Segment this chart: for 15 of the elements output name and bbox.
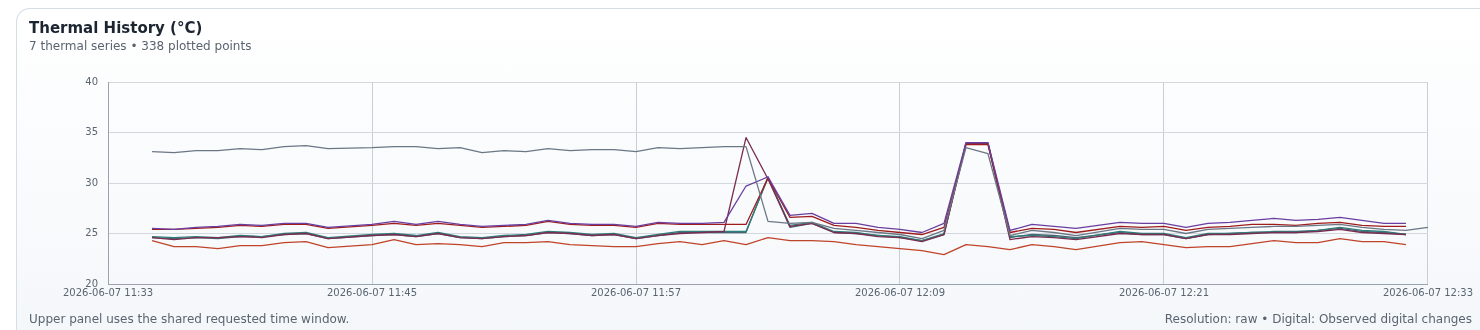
x-tick-label: 2026-06-07 12:21 [1118, 286, 1210, 298]
y-tick-label: 25 [85, 227, 99, 239]
y-tick-label: 35 [85, 126, 99, 138]
x-tick-label: 2026-06-07 12:09 [854, 286, 946, 298]
chart-subtitle: 7 thermal series • 338 plotted points [29, 39, 252, 53]
text: Resolution: raw • Digital: Observed digital changes [1164, 312, 1472, 326]
y-tick-label: 30 [85, 176, 99, 188]
x-tick-label: 2026-06-07 11:57 [590, 286, 682, 298]
y-tick-label: 40 [85, 75, 99, 87]
x-tick-label: 2026-06-07 11:33 [62, 286, 154, 298]
text: Upper panel uses the shared requested time window. [29, 312, 350, 326]
y-tick-label: 20 [85, 277, 99, 289]
x-tick-label: 2026-06-07 11:45 [326, 286, 418, 298]
x-tick-label: 2026-06-07 12:33 [1382, 286, 1474, 298]
chart-title: Thermal History (°C) [29, 19, 203, 37]
